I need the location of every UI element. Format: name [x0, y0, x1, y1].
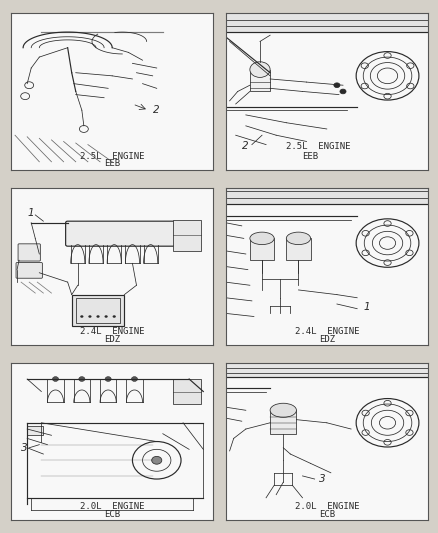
- Text: 2: 2: [241, 141, 248, 151]
- Text: 2.5L  ENGINE: 2.5L ENGINE: [286, 142, 350, 151]
- Circle shape: [53, 377, 58, 382]
- Circle shape: [80, 315, 83, 318]
- Bar: [249, 238, 274, 260]
- Text: 2.4L  ENGINE: 2.4L ENGINE: [294, 327, 358, 336]
- Text: EDZ: EDZ: [104, 335, 120, 343]
- Circle shape: [88, 315, 92, 318]
- Text: ECB: ECB: [318, 510, 334, 519]
- Text: 2.0L  ENGINE: 2.0L ENGINE: [294, 502, 358, 511]
- Ellipse shape: [269, 403, 296, 417]
- Text: 3: 3: [21, 443, 28, 453]
- Text: 2.4L  ENGINE: 2.4L ENGINE: [80, 327, 144, 336]
- Circle shape: [104, 315, 107, 318]
- Text: 3: 3: [318, 474, 325, 484]
- Bar: [71, 295, 124, 326]
- Circle shape: [333, 83, 339, 87]
- Text: 1: 1: [27, 208, 34, 219]
- Circle shape: [113, 315, 116, 318]
- Bar: [249, 70, 269, 92]
- Text: ECB: ECB: [104, 510, 120, 519]
- Ellipse shape: [249, 232, 274, 245]
- Text: 2.5L  ENGINE: 2.5L ENGINE: [80, 152, 144, 160]
- FancyBboxPatch shape: [18, 244, 40, 261]
- Circle shape: [339, 89, 345, 94]
- Ellipse shape: [286, 232, 310, 245]
- Circle shape: [96, 315, 99, 318]
- Bar: [286, 238, 310, 260]
- Text: EEB: EEB: [302, 152, 318, 160]
- Text: 2: 2: [152, 106, 159, 115]
- Text: EDZ: EDZ: [318, 335, 334, 343]
- Text: 1: 1: [362, 302, 369, 312]
- Bar: [173, 379, 201, 404]
- Text: 2.0L  ENGINE: 2.0L ENGINE: [80, 502, 144, 511]
- Circle shape: [152, 456, 162, 464]
- Bar: [269, 410, 296, 434]
- Circle shape: [131, 377, 137, 382]
- Circle shape: [105, 377, 111, 382]
- Bar: [27, 426, 43, 435]
- Text: EEB: EEB: [104, 159, 120, 168]
- Bar: [173, 220, 201, 251]
- Circle shape: [78, 377, 85, 382]
- FancyBboxPatch shape: [66, 221, 175, 246]
- FancyBboxPatch shape: [16, 263, 42, 278]
- Circle shape: [249, 62, 269, 77]
- Bar: [76, 298, 120, 323]
